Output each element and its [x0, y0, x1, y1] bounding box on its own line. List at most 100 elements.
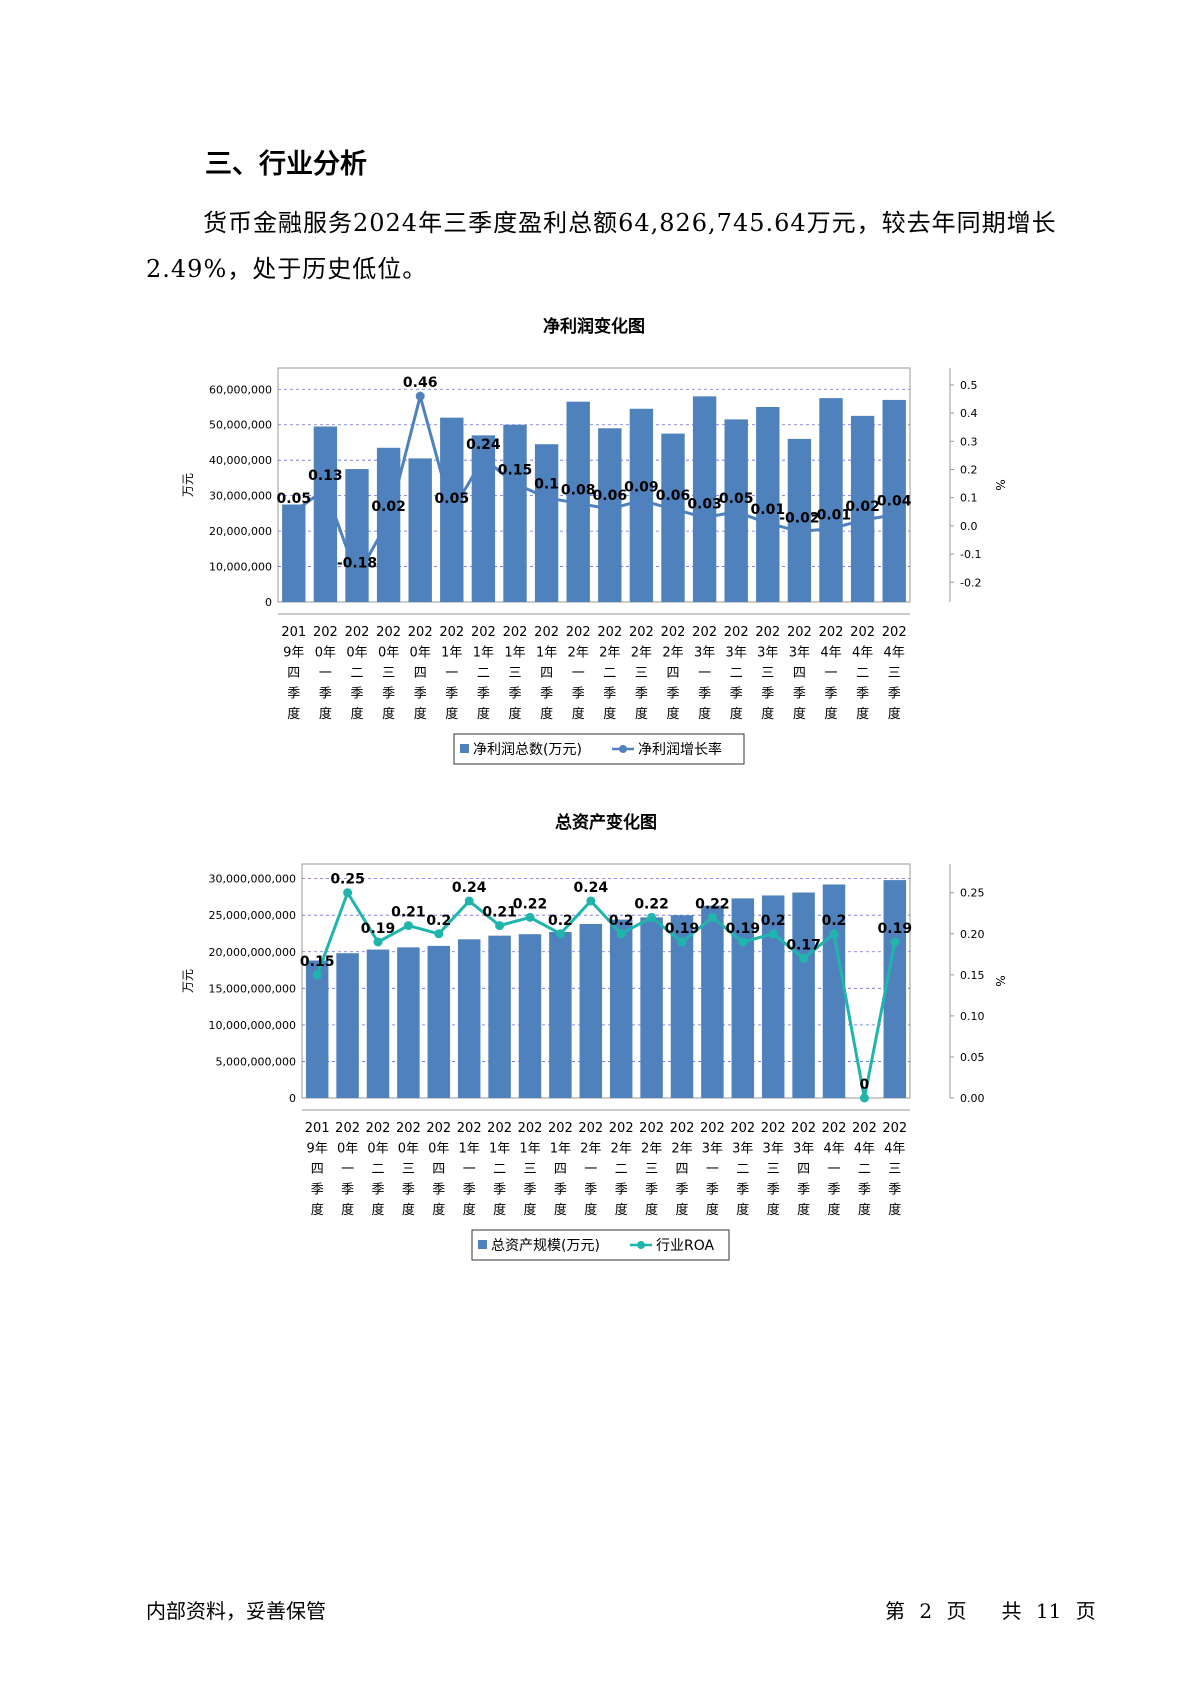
line-point — [352, 572, 362, 582]
x-tick-label: 202 3年四季度 — [787, 625, 812, 722]
x-tick-label: 202 2年一季度 — [566, 625, 591, 722]
line-point — [495, 921, 505, 931]
x-tick-label: 202 3年一季度 — [700, 1121, 725, 1218]
legend-box — [453, 733, 745, 765]
x-tick-label: 202 4年一季度 — [822, 1121, 847, 1218]
plot-frame — [301, 863, 911, 1099]
x-tick-label: 202 4年三季度 — [882, 1121, 907, 1218]
line-point — [859, 1093, 869, 1103]
line-point — [668, 504, 678, 514]
bar — [534, 444, 559, 602]
chart-title: 总资产变化图 — [555, 812, 657, 833]
line-point — [478, 453, 488, 463]
line-point — [586, 896, 596, 906]
point-label: 0.05 — [719, 491, 754, 507]
y-tick-label: 15,000,000,000 — [209, 982, 296, 995]
x-tick-label: 202 0年三季度 — [396, 1121, 421, 1218]
point-label: 0.03 — [687, 496, 722, 512]
point-label: 0.06 — [656, 488, 691, 504]
x-tick-label: 202 4年三季度 — [882, 625, 907, 722]
bar — [756, 407, 780, 602]
point-label: 0.2 — [822, 913, 847, 929]
point-label: 0.21 — [391, 905, 426, 921]
line-point — [434, 929, 444, 939]
y-axis-title: 万元 — [181, 969, 195, 993]
line-point — [731, 507, 741, 517]
y2-tick-label: 0.4 — [960, 407, 978, 420]
line-point — [768, 929, 778, 939]
y2-tick-label: 0.15 — [960, 969, 985, 982]
line-point — [890, 937, 900, 947]
line-point — [464, 896, 474, 906]
point-label: 0.24 — [574, 880, 609, 896]
bar — [345, 469, 369, 602]
point-label: 0.2 — [761, 913, 786, 929]
x-tick-label: 202 1年三季度 — [503, 625, 528, 722]
point-label: -0.01 — [811, 508, 851, 524]
line-point — [312, 970, 322, 980]
legend-bar-label: 净利润总数(万元) — [473, 742, 582, 758]
line-point — [636, 496, 646, 506]
x-tick-label: 202 2年三季度 — [639, 1121, 664, 1218]
x-tick-label: 202 0年四季度 — [426, 1121, 451, 1218]
net-profit-chart: 净利润变化图 0 10,000,000 20,000,000 30,000,000 40,… — [181, 316, 1007, 765]
line-point — [829, 929, 839, 939]
y2-tick-label: 0.2 — [960, 463, 978, 476]
y2-tick-label: 0.0 — [960, 520, 978, 533]
bar — [883, 880, 907, 1098]
bar — [629, 408, 654, 602]
y-axis-title: 万元 — [181, 473, 195, 497]
point-label: 0.24 — [452, 880, 487, 896]
x-tick-label: 202 1年四季度 — [534, 625, 559, 722]
y-tick-label: 0 — [289, 1092, 296, 1105]
bar — [701, 905, 724, 1098]
point-label: 0.01 — [751, 502, 786, 518]
x-tick-label: 202 2年二季度 — [597, 625, 622, 722]
line-point — [289, 507, 299, 517]
point-label: 0.09 — [624, 480, 659, 496]
bar — [366, 949, 390, 1098]
y2-tick-label: -0.1 — [960, 548, 981, 561]
line-point — [647, 912, 657, 922]
y-tick-label: 60,000,000 — [209, 383, 272, 396]
bar — [336, 953, 359, 1098]
y-tick-label: 30,000,000,000 — [209, 873, 296, 886]
y-tick-label: 10,000,000 — [209, 561, 272, 574]
page-num: 2 — [919, 1599, 933, 1623]
x-tick-label: 202 0年三季度 — [376, 625, 401, 722]
y2-tick-label: 0.5 — [960, 379, 978, 392]
y2-tick-label: 0.20 — [960, 928, 985, 941]
x-tick-label: 202 0年一季度 — [335, 1121, 360, 1218]
x-tick-label: 202 3年二季度 — [724, 625, 749, 722]
bar — [787, 438, 812, 602]
legend-line-label: 净利润增长率 — [638, 741, 722, 758]
legend-bar-swatch — [478, 1240, 487, 1249]
line-point — [799, 953, 809, 963]
y2-axis-title: % — [993, 479, 1007, 490]
bar — [692, 396, 717, 602]
point-label: 0.05 — [435, 491, 470, 507]
x-tick-label: 202 0年一季度 — [313, 625, 338, 722]
point-label: 0.25 — [330, 872, 365, 888]
bar — [819, 398, 843, 602]
line-point — [384, 515, 394, 525]
point-label: 0.04 — [877, 494, 912, 510]
bar — [427, 945, 451, 1098]
x-tick-label: 202 2年三季度 — [629, 625, 654, 722]
y-tick-label: 20,000,000 — [209, 525, 272, 538]
x-tick-label: 202 1年一季度 — [439, 625, 464, 722]
line-point — [605, 504, 615, 514]
bar — [640, 917, 663, 1098]
point-label: 0.05 — [277, 491, 312, 507]
x-tick-label: 202 0年二季度 — [345, 625, 370, 722]
point-label: -0.18 — [337, 556, 377, 572]
total-num: 11 — [1035, 1599, 1062, 1623]
line-point — [889, 510, 899, 520]
y-tick-label: 40,000,000 — [209, 454, 272, 467]
bar — [792, 892, 815, 1098]
y-tick-label: 25,000,000,000 — [209, 909, 296, 922]
x-tick-label: 202 3年二季度 — [730, 1121, 755, 1218]
x-tick-label: 202 3年四季度 — [791, 1121, 816, 1218]
x-tick-label: 202 3年三季度 — [761, 1121, 786, 1218]
line-point — [738, 937, 748, 947]
